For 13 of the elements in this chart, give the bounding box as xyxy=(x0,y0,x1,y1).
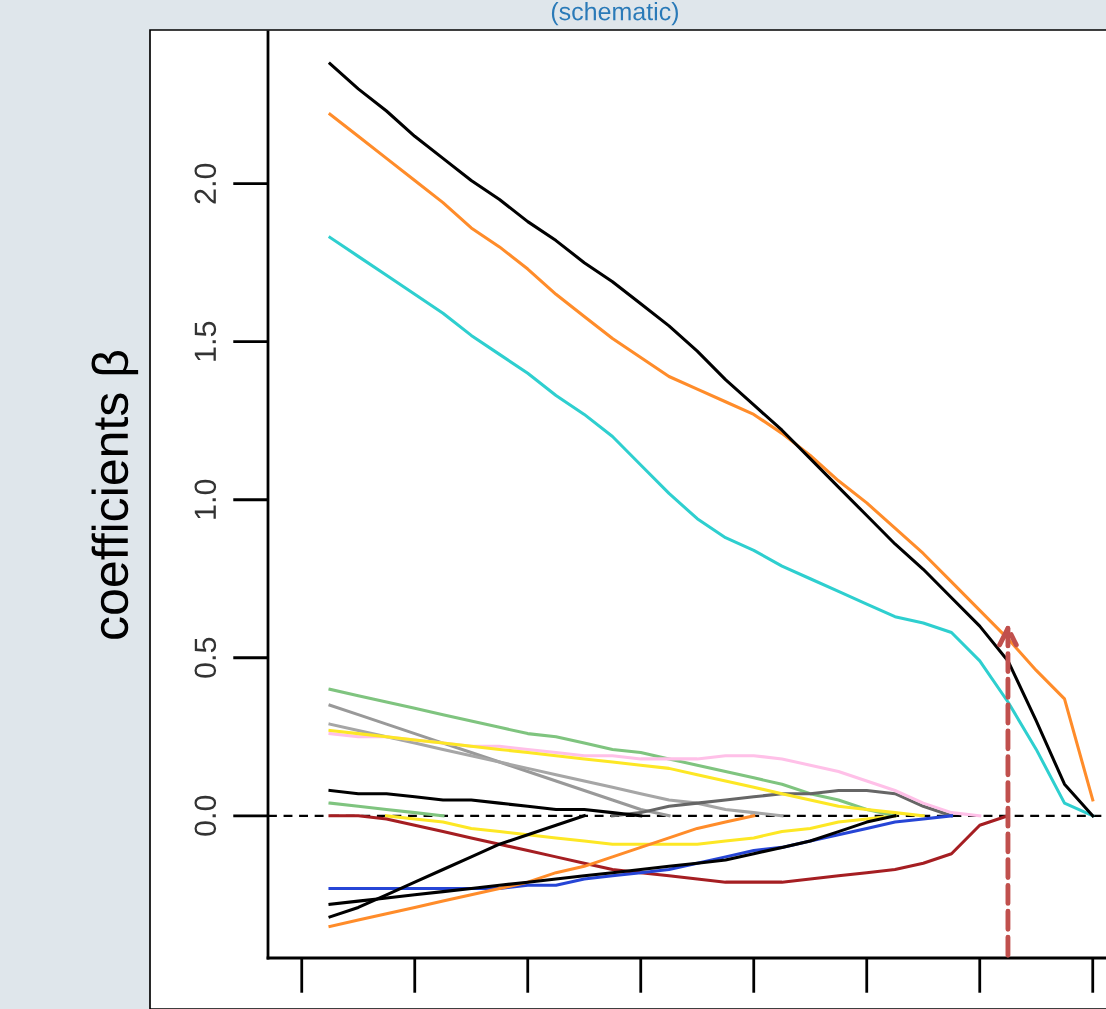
y-tick-label: 0.5 xyxy=(194,637,217,678)
chart-title: (schematic) xyxy=(551,2,678,26)
line-series xyxy=(328,814,756,928)
line-series xyxy=(328,722,784,818)
line-series xyxy=(328,687,897,818)
y-tick-label: 1.5 xyxy=(194,321,217,361)
y-tick-label: 2.0 xyxy=(194,163,217,204)
y-tick-label: 1.0 xyxy=(194,479,217,519)
y-tick-label: 0.0 xyxy=(194,795,217,836)
line-series xyxy=(328,801,445,818)
line-series xyxy=(328,235,1095,818)
line-series xyxy=(610,788,954,818)
y-axis-title: coefficients β xyxy=(91,351,139,639)
